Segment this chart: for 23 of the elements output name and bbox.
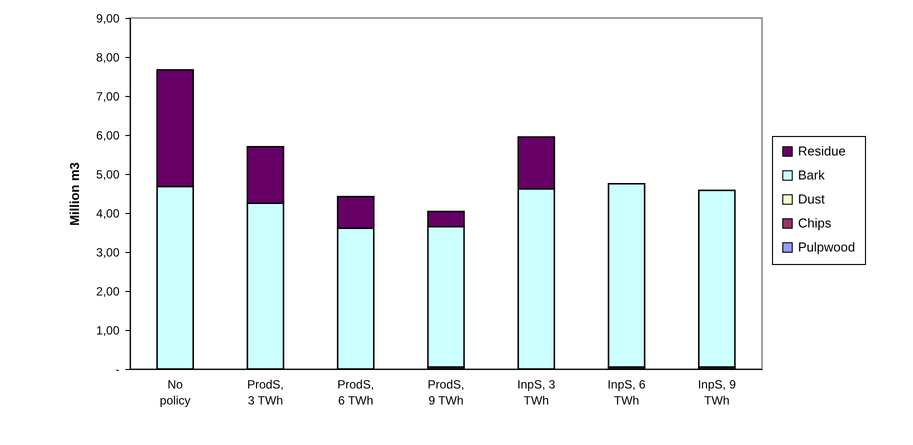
legend-label: Pulpwood xyxy=(798,240,856,254)
legend-label: Dust xyxy=(798,192,826,206)
legend-label: Residue xyxy=(798,144,846,158)
y-tick-label: 4,00 xyxy=(96,206,120,220)
y-tick-label: 7,00 xyxy=(96,90,120,104)
y-tick-label: - xyxy=(116,362,120,376)
x-tick-label: ProdS, 3 TWh xyxy=(247,378,284,408)
legend-label: Bark xyxy=(798,168,826,182)
y-tick-label: 6,00 xyxy=(96,128,120,142)
x-tick-label: InpS, 3 TWh xyxy=(517,378,556,408)
x-tick-label: ProdS, 9 TWh xyxy=(428,378,464,408)
y-tick-label: 1,00 xyxy=(96,324,120,338)
x-tick-label: InpS, 6 TWh xyxy=(608,378,646,408)
y-tick-label: 8,00 xyxy=(96,50,120,64)
y-axis-title: Million m3 xyxy=(67,162,82,226)
x-tick-label: InpS, 9 TWh xyxy=(698,378,736,408)
y-tick-label: 5,00 xyxy=(96,168,120,182)
y-tick-label: 2,00 xyxy=(96,284,120,298)
x-tick-label: ProdS, 6 TWh xyxy=(337,378,374,408)
x-tick-label: No policy xyxy=(160,378,190,408)
y-tick-label: 9,00 xyxy=(96,12,120,26)
legend-label: Chips xyxy=(798,216,832,230)
y-tick-label: 3,00 xyxy=(96,246,120,260)
